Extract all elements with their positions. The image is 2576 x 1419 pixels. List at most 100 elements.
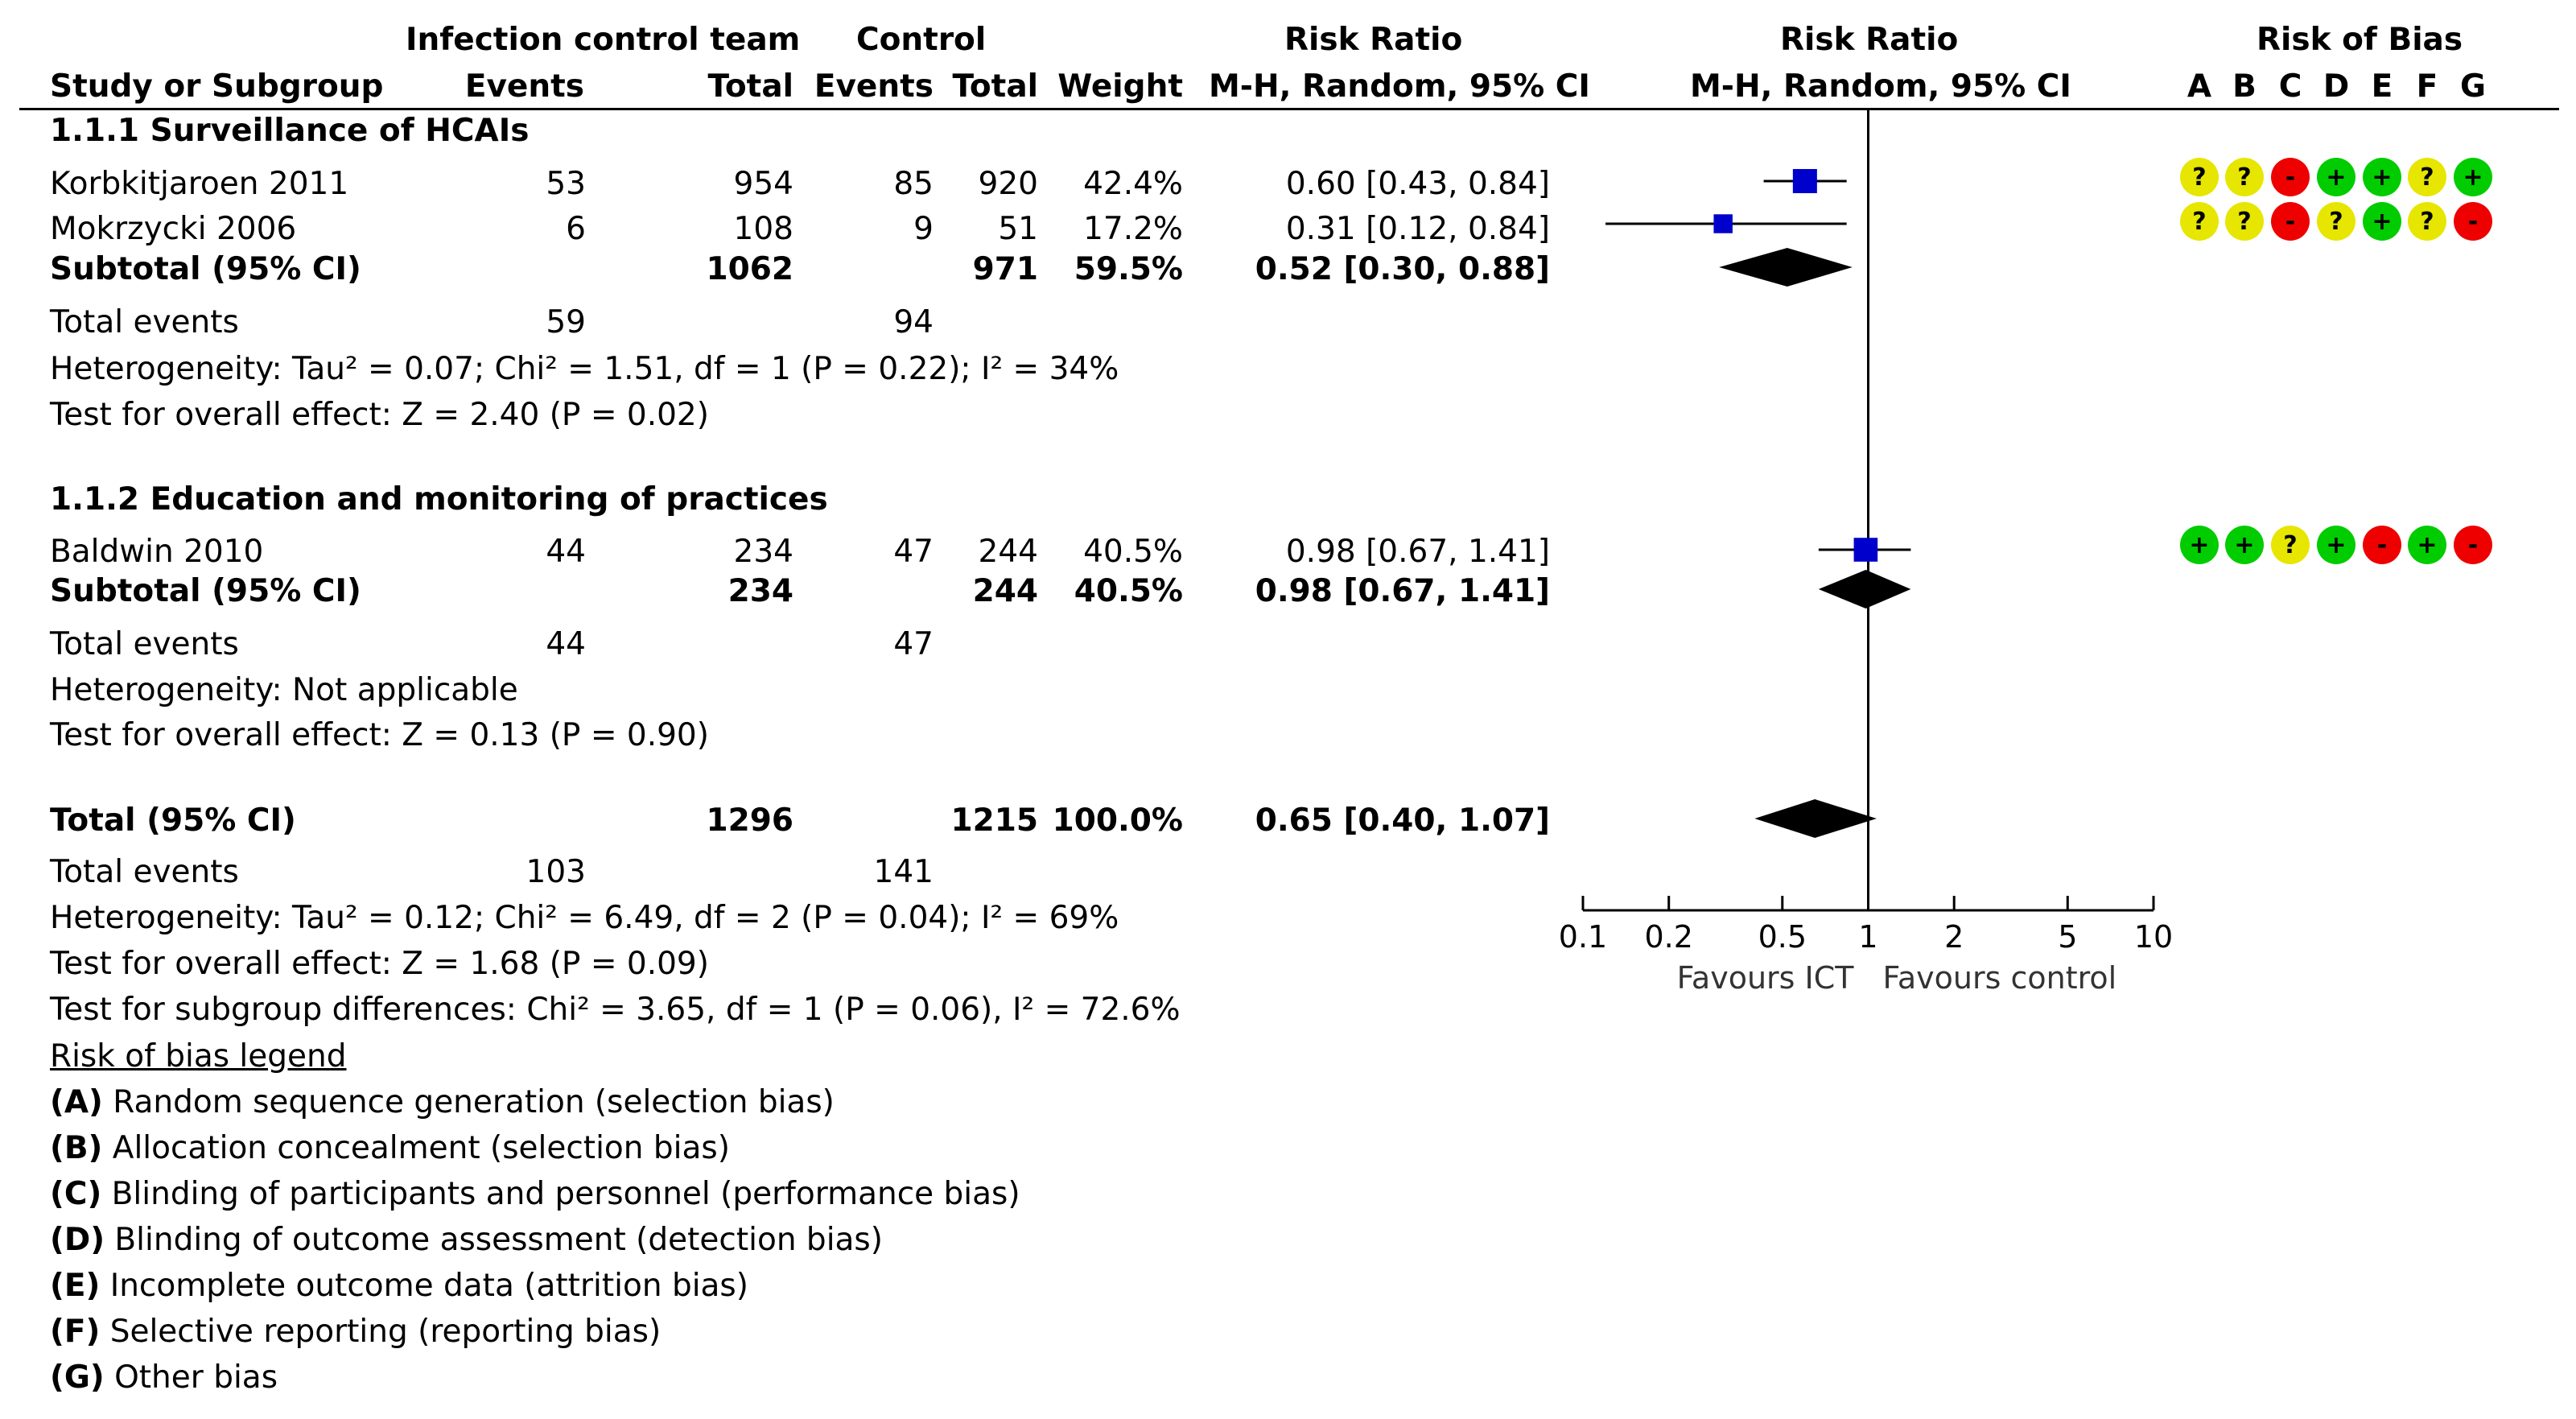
subtotal-total2: 244 [972, 573, 1038, 609]
weight: 17.2% [1083, 211, 1183, 247]
subtotal-label: Subtotal (95% CI) [50, 573, 361, 609]
subtotal-weight: 59.5% [1074, 251, 1183, 287]
risk-of-bias-dot: + [2317, 526, 2355, 564]
events2-col-header: Events [814, 68, 934, 105]
legend-item: (F) Selective reporting (reporting bias) [50, 1316, 661, 1347]
total2: 244 [978, 534, 1038, 570]
risk-of-bias-dot: + [2454, 158, 2492, 196]
total-events1: 103 [526, 854, 586, 890]
x-tick-label: 0.1 [1559, 919, 1607, 955]
events1: 6 [566, 211, 586, 247]
header-divider [19, 108, 2559, 110]
legend-letter: (G) [50, 1359, 105, 1396]
rob-domain-letter: F [2416, 68, 2438, 105]
risk-of-bias-dot: - [2363, 526, 2401, 564]
subtotal-total1: 234 [727, 573, 793, 609]
events1-col-header: Events [464, 68, 584, 105]
study-name: Mokrzycki 2006 [50, 211, 297, 247]
group1-header: Infection control team [406, 22, 801, 58]
legend-text: Incomplete outcome data (attrition bias) [100, 1268, 748, 1304]
legend-text: Blinding of participants and personnel (… [101, 1176, 1020, 1212]
legend-item: (C) Blinding of participants and personn… [50, 1178, 1020, 1210]
total1: 234 [733, 534, 793, 570]
risk-ratio-ci: 0.98 [0.67, 1.41] [1285, 534, 1550, 570]
risk-of-bias-dot: ? [2180, 158, 2219, 196]
total1: 108 [733, 211, 793, 247]
total-label: Total (95% CI) [50, 802, 296, 839]
risk-of-bias-dot: - [2454, 202, 2492, 241]
risk-of-bias-dot: + [2180, 526, 2219, 564]
heterogeneity-text: Heterogeneity: Tau² = 0.12; Chi² = 6.49,… [50, 900, 1119, 936]
risk-of-bias-dot: + [2408, 526, 2446, 564]
x-tick-label: 10 [2134, 919, 2173, 955]
legend-letter: (B) [50, 1130, 103, 1166]
pooled-effect-diamond [1754, 799, 1877, 838]
risk-of-bias-dot: ? [2317, 202, 2355, 241]
legend-item: (B) Allocation concealment (selection bi… [50, 1132, 730, 1164]
rob-domain-letter: E [2371, 68, 2393, 105]
rob-domain-letter: G [2459, 68, 2486, 105]
study-effect-square [1853, 538, 1878, 562]
subtotal-label: Subtotal (95% CI) [50, 251, 361, 287]
subtotal-weight: 40.5% [1074, 573, 1183, 609]
risk-ratio-ci: 0.31 [0.12, 0.84] [1285, 211, 1550, 247]
legend-item: (D) Blinding of outcome assessment (dete… [50, 1224, 883, 1256]
heterogeneity-text: Heterogeneity: Tau² = 0.07; Chi² = 1.51,… [50, 351, 1119, 387]
overall-effect-text: Test for overall effect: Z = 2.40 (P = 0… [50, 397, 709, 433]
legend-text: Blinding of outcome assessment (detectio… [105, 1222, 883, 1258]
risk-of-bias-dot: + [2317, 158, 2355, 196]
favours-right-label: Favours control [1883, 960, 2117, 996]
legend-letter: (E) [50, 1268, 101, 1304]
risk-of-bias-dot: + [2225, 526, 2264, 564]
group2-header: Control [856, 22, 987, 58]
events1: 44 [546, 534, 586, 570]
legend-item: (G) Other bias [50, 1362, 278, 1393]
rob-header: Risk of Bias [2257, 22, 2463, 58]
subtotal-total2: 971 [972, 251, 1038, 287]
study-col-header: Study or Subgroup [50, 68, 384, 105]
risk-of-bias-dot: ? [2271, 526, 2310, 564]
weight: 42.4% [1083, 166, 1183, 202]
risk-ratio-ci: 0.60 [0.43, 0.84] [1285, 166, 1550, 202]
x-tick-label: 0.2 [1644, 919, 1692, 955]
events2: 9 [913, 211, 934, 247]
subgroup-title: 1.1.2 Education and monitoring of practi… [50, 481, 828, 518]
legend-item: (E) Incomplete outcome data (attrition b… [50, 1270, 748, 1301]
total1-col-header: Total [707, 68, 793, 105]
plot-method-header: M-H, Random, 95% CI [1690, 68, 2071, 105]
legend-letter: (A) [50, 1084, 103, 1120]
rob-domain-letter: A [2187, 68, 2212, 105]
total2: 51 [998, 211, 1038, 247]
risk-of-bias-dot: ? [2225, 202, 2264, 241]
study-effect-square [1713, 214, 1733, 233]
rob-domain-letter: B [2232, 68, 2257, 105]
legend-letter: (F) [50, 1314, 101, 1350]
legend-text: Random sequence generation (selection bi… [102, 1084, 835, 1120]
total-events2: 94 [893, 304, 934, 340]
total-events2: 141 [873, 854, 934, 890]
subgroup-title: 1.1.1 Surveillance of HCAIs [50, 113, 530, 149]
rob-domain-letter: D [2323, 68, 2350, 105]
risk-of-bias-dot: + [2363, 202, 2401, 241]
weight: 40.5% [1083, 534, 1183, 570]
total-events2: 47 [893, 626, 934, 662]
risk-of-bias-dot: ? [2408, 202, 2446, 241]
risk-of-bias-dot: ? [2408, 158, 2446, 196]
overall-effect-text: Test for overall effect: Z = 0.13 (P = 0… [50, 717, 709, 753]
legend-letter: (C) [50, 1176, 102, 1212]
x-tick-label: 1 [1858, 919, 1877, 955]
events2: 85 [893, 166, 934, 202]
pooled-effect-diamond [1818, 570, 1911, 608]
total2-col-header: Total [952, 68, 1038, 105]
heterogeneity-text: Heterogeneity: Not applicable [50, 672, 518, 708]
total1: 954 [733, 166, 793, 202]
total-total2: 1215 [950, 802, 1038, 839]
study-name: Korbkitjaroen 2011 [50, 166, 349, 202]
favours-left-label: Favours ICT [1677, 960, 1855, 996]
rr-method-header: M-H, Random, 95% CI [1209, 68, 1590, 105]
total-events-label: Total events [50, 626, 239, 662]
legend-text: Other bias [104, 1359, 278, 1396]
risk-of-bias-dot: - [2454, 526, 2492, 564]
weight-col-header: Weight [1057, 68, 1183, 105]
